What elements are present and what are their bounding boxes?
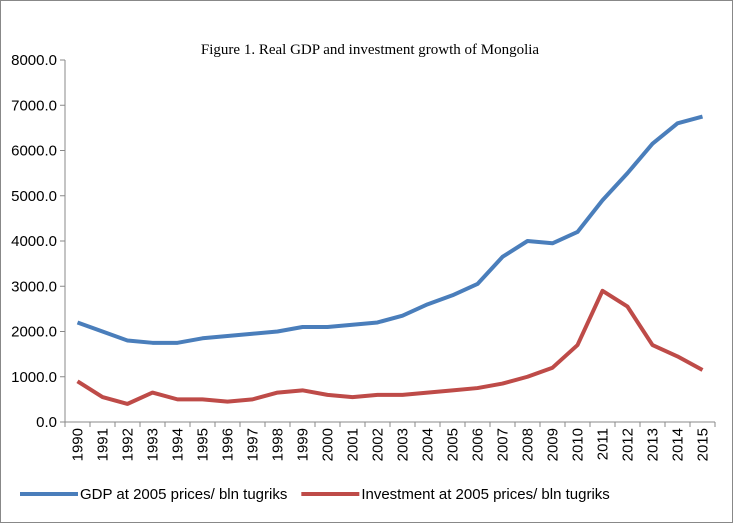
x-tick-label: 1990 — [70, 428, 87, 461]
x-tick-label: 2011 — [595, 428, 612, 460]
x-tick-label: 2010 — [570, 428, 587, 461]
x-tick-label: 1992 — [120, 428, 137, 461]
y-tick-label: 5000.0 — [11, 188, 57, 205]
chart-title: Figure 1. Real GDP and investment growth… — [201, 42, 539, 58]
series-line — [76, 114, 704, 345]
x-tick-label: 2000 — [320, 428, 337, 461]
x-tick-label: 2014 — [670, 428, 687, 461]
legend-label: Investment at 2005 prices/ bln tugriks — [361, 486, 609, 503]
y-tick-label: 6000.0 — [11, 143, 57, 160]
x-tick-label: 1994 — [170, 428, 187, 461]
x-tick-label: 2012 — [620, 428, 637, 461]
x-tick-label: 1997 — [245, 428, 262, 461]
x-tick-label: 2007 — [495, 428, 512, 461]
y-tick-label: 8000.0 — [11, 52, 57, 69]
y-tick-label: 3000.0 — [11, 278, 57, 295]
y-tick-label: 0.0 — [36, 414, 57, 431]
legend-label: GDP at 2005 prices/ bln tugriks — [80, 486, 287, 503]
x-tick-label: 2001 — [345, 428, 362, 461]
x-tick-label: 2015 — [695, 428, 712, 461]
y-tick-label: 1000.0 — [11, 369, 57, 386]
x-tick-label: 1993 — [145, 428, 162, 461]
x-tick-label: 1999 — [295, 428, 312, 461]
x-tick-label: 2005 — [445, 428, 462, 461]
y-tick-label: 7000.0 — [11, 97, 57, 114]
x-tick-label: 1996 — [220, 428, 237, 461]
x-tick-label: 2002 — [370, 428, 387, 461]
x-tick-label: 1995 — [195, 428, 212, 461]
x-tick-label: 2004 — [420, 428, 437, 461]
x-tick-label: 1998 — [270, 428, 287, 461]
x-tick-label: 1991 — [95, 428, 112, 461]
x-tick-label: 2003 — [395, 428, 412, 461]
x-tick-label: 2006 — [470, 428, 487, 461]
y-tick-label: 2000.0 — [11, 324, 57, 341]
series-line — [76, 288, 704, 406]
y-tick-label: 4000.0 — [11, 233, 57, 250]
x-tick-label: 2009 — [545, 428, 562, 461]
x-tick-label: 2008 — [520, 428, 537, 461]
x-tick-label: 2013 — [645, 428, 662, 461]
